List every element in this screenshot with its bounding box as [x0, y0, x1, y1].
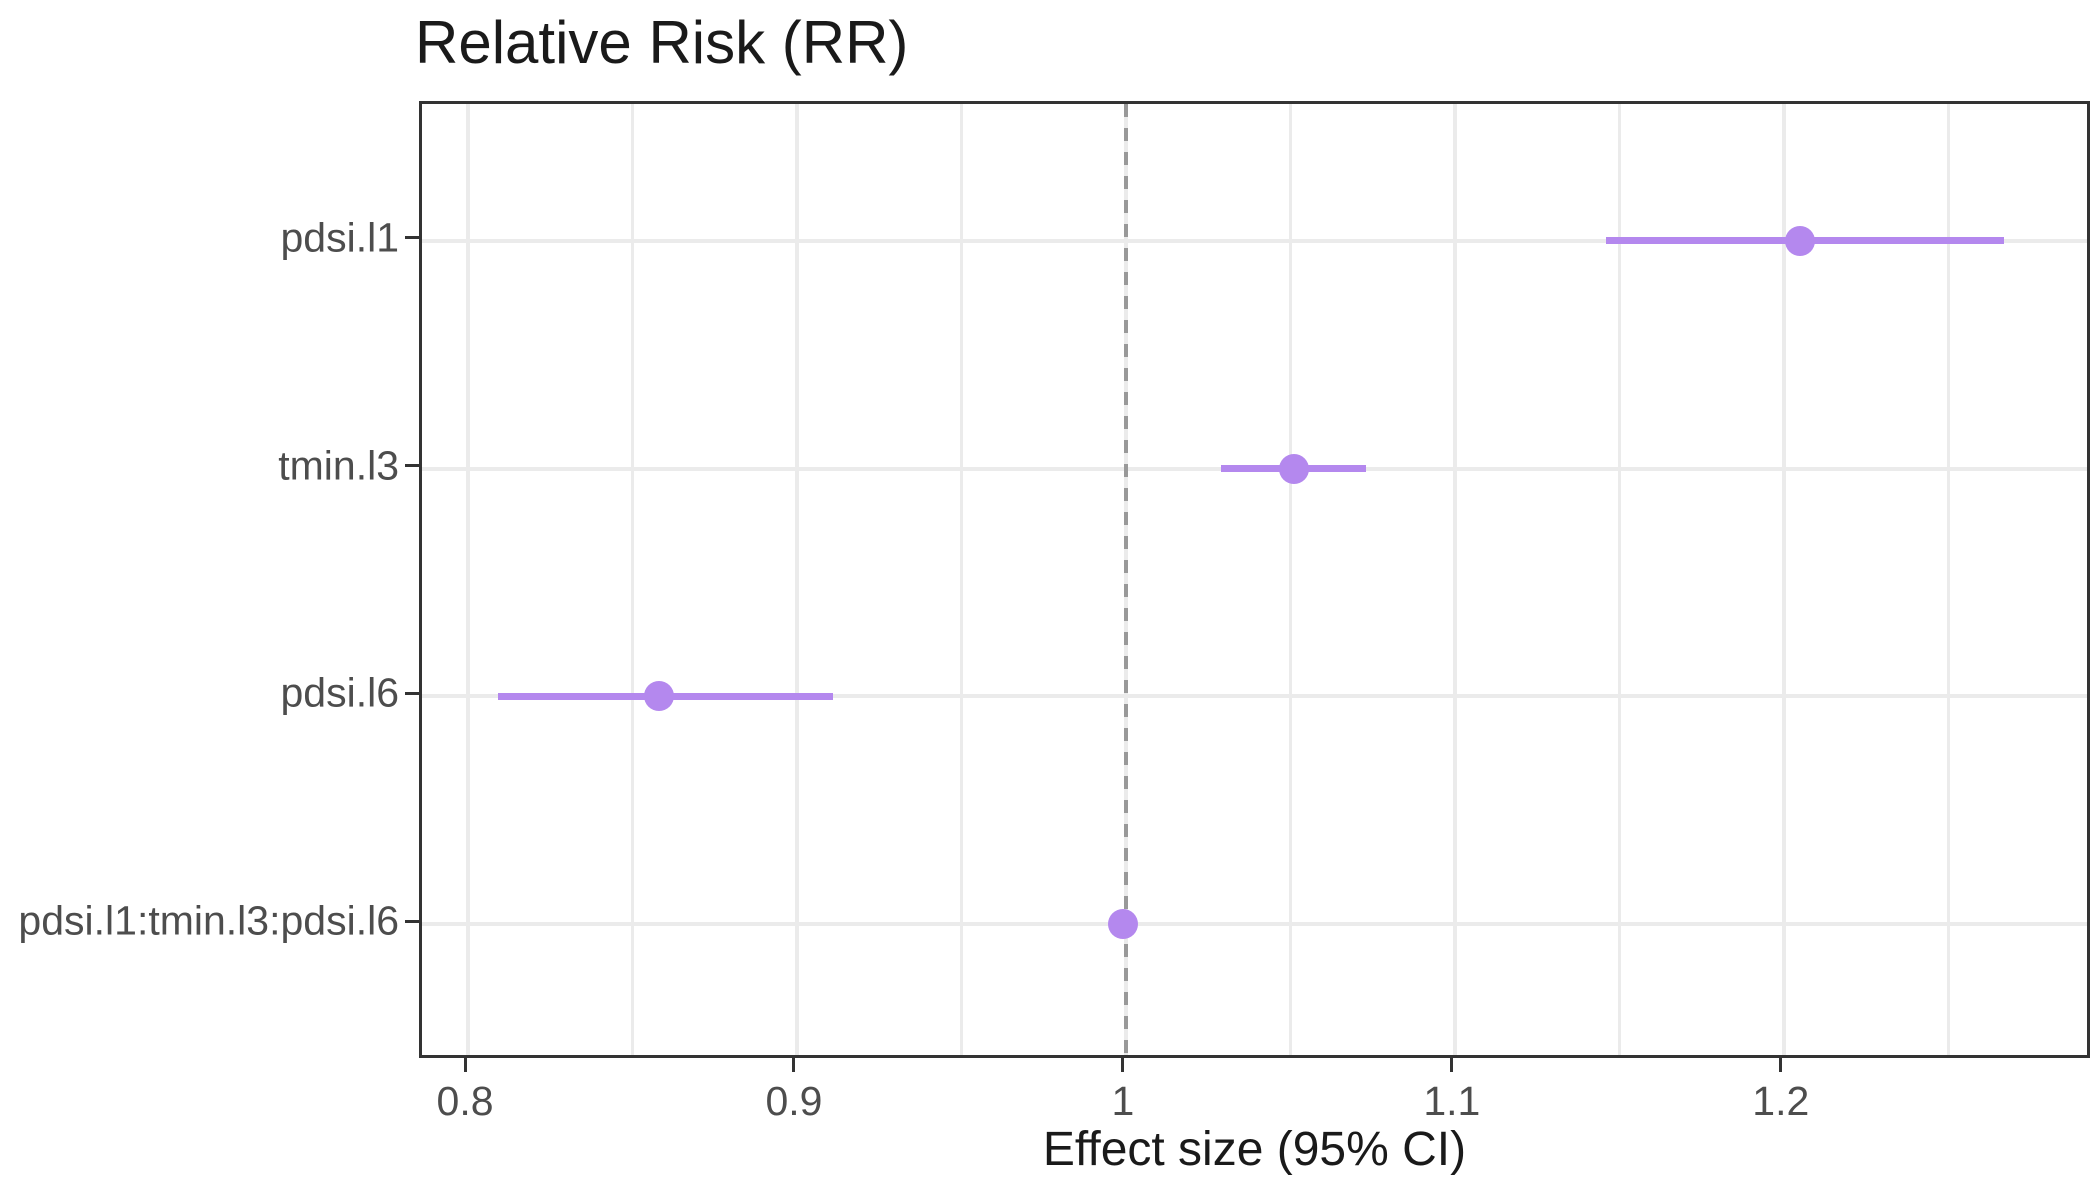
major-gridline — [422, 922, 2087, 927]
minor-gridline — [631, 104, 635, 1055]
minor-gridline — [1617, 104, 1621, 1055]
y-axis-label: pdsi.l1:tmin.l3:pdsi.l6 — [18, 897, 399, 944]
major-gridline — [794, 104, 799, 1055]
x-axis-title: Effect size (95% CI) — [1042, 1123, 1467, 1176]
x-tick-mark — [463, 1058, 467, 1072]
point-estimate — [1107, 909, 1138, 940]
major-gridline — [422, 238, 2087, 243]
major-gridline — [1452, 104, 1457, 1055]
y-axis-label: pdsi.l6 — [280, 669, 399, 716]
y-tick-mark — [405, 919, 419, 923]
x-tick-label: 0.8 — [436, 1078, 494, 1124]
y-tick-mark — [405, 691, 419, 695]
minor-gridline — [959, 104, 963, 1055]
x-tick-mark — [792, 1058, 796, 1072]
plot-title: Relative Risk (RR) — [415, 9, 909, 76]
point-estimate — [643, 681, 674, 712]
x-tick-label: 0.9 — [765, 1078, 823, 1124]
major-gridline — [1781, 104, 1786, 1055]
y-axis-label: tmin.l3 — [278, 442, 399, 489]
reference-line — [1123, 104, 1128, 1055]
x-tick-label: 1 — [1111, 1078, 1135, 1124]
x-tick-label: 1.1 — [1423, 1078, 1481, 1124]
minor-gridline — [1288, 104, 1292, 1055]
major-gridline — [466, 104, 471, 1055]
minor-gridline — [1946, 104, 1950, 1055]
point-estimate — [1785, 225, 1816, 256]
x-tick-mark — [1779, 1058, 1783, 1072]
x-tick-mark — [1121, 1058, 1125, 1072]
y-axis-label: pdsi.l1 — [280, 214, 399, 261]
plot-panel — [419, 101, 2090, 1058]
y-tick-mark — [405, 236, 419, 240]
point-estimate — [1278, 453, 1309, 484]
y-tick-mark — [405, 464, 419, 468]
x-tick-label: 1.2 — [1752, 1078, 1810, 1124]
major-gridline — [422, 694, 2087, 699]
x-tick-mark — [1450, 1058, 1454, 1072]
